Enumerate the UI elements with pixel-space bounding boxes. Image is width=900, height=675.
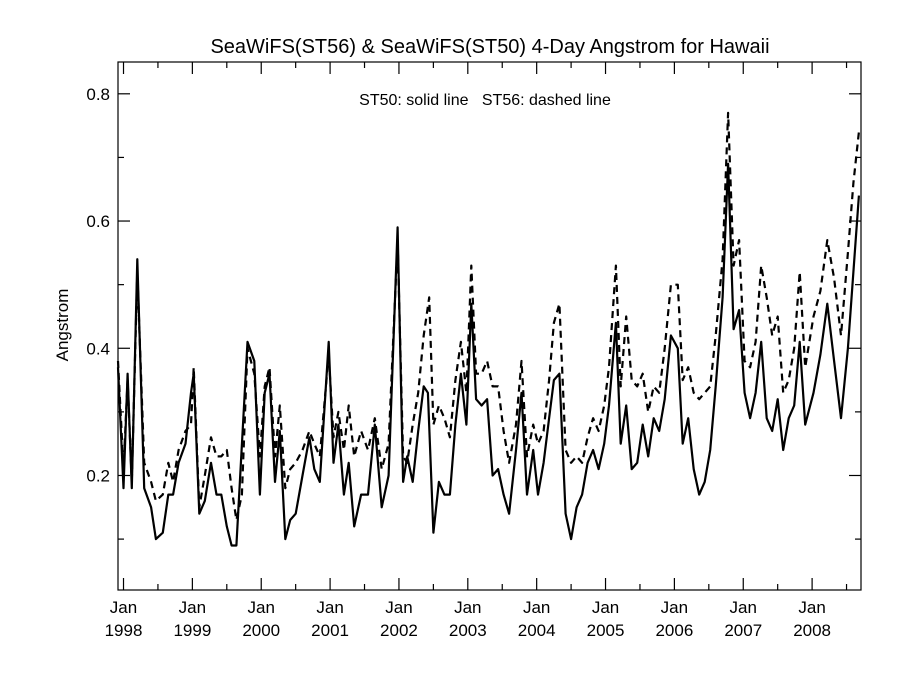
- series-group: [116, 111, 860, 547]
- x-tick-label-year: 2007: [724, 621, 762, 640]
- x-tick-label-year: 2002: [380, 621, 418, 640]
- y-axis-label: Angstrom: [53, 289, 72, 362]
- series-line-st50: [116, 162, 860, 547]
- y-tick-label: 0.4: [86, 339, 110, 358]
- x-tick-label-year: 2003: [449, 621, 487, 640]
- x-tick-label-month: Jan: [110, 598, 137, 617]
- x-tick-label-month: Jan: [454, 598, 481, 617]
- x-tick-label-year: 2006: [655, 621, 693, 640]
- x-tick-label-year: 2004: [518, 621, 556, 640]
- x-tick-label-year: 2005: [587, 621, 625, 640]
- y-tick-label: 0.6: [86, 212, 110, 231]
- x-tick-label-month: Jan: [316, 598, 343, 617]
- x-tick-label-month: Jan: [730, 598, 757, 617]
- x-tick-label-month: Jan: [798, 598, 825, 617]
- x-tick-label-month: Jan: [523, 598, 550, 617]
- x-tick-label-month: Jan: [661, 598, 688, 617]
- x-tick-label-month: Jan: [179, 598, 206, 617]
- x-tick-label-month: Jan: [385, 598, 412, 617]
- x-tick-label-year: 1998: [105, 621, 143, 640]
- plot-frame: [117, 61, 862, 591]
- y-tick-label: 0.8: [86, 85, 110, 104]
- y-tick-label: 0.2: [86, 466, 110, 485]
- x-tick-label-year: 2001: [311, 621, 349, 640]
- x-tick-label-year: 2008: [793, 621, 831, 640]
- x-tick-label-year: 2000: [242, 621, 280, 640]
- series-line-st56: [116, 111, 860, 522]
- x-tick-label-year: 1999: [173, 621, 211, 640]
- x-tick-label-month: Jan: [248, 598, 275, 617]
- legend-annotation: ST50: solid line ST56: dashed line: [359, 92, 611, 109]
- axis-ticks: 0.2 0.4 0.6 0.8 Jan 1998 Jan 1999 Jan 2000 Jan 2001…: [86, 62, 861, 640]
- chart-title: SeaWiFS(ST56) & SeaWiFS(ST50) 4-Day Angs…: [210, 36, 769, 58]
- x-tick-label-month: Jan: [592, 598, 619, 617]
